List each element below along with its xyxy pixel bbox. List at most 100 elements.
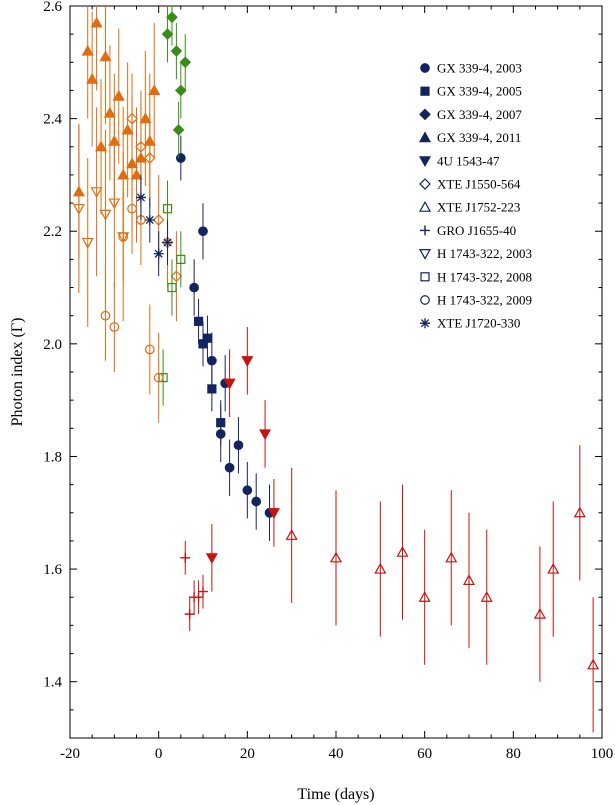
data-point bbox=[224, 462, 235, 473]
data-point bbox=[135, 140, 147, 153]
legend-symbol bbox=[420, 86, 430, 96]
data-point bbox=[202, 333, 213, 343]
legend-label: H 1743-322, 2003 bbox=[437, 246, 532, 261]
data-point bbox=[251, 496, 262, 507]
data-point bbox=[175, 153, 186, 163]
data-point bbox=[396, 545, 409, 557]
data-point bbox=[172, 124, 185, 136]
data-point bbox=[184, 609, 195, 620]
data-point bbox=[100, 310, 111, 321]
data-point bbox=[587, 658, 600, 670]
data-point bbox=[193, 592, 204, 603]
data-point bbox=[166, 11, 178, 24]
y-tick-label: 1.8 bbox=[43, 449, 62, 465]
legend-item: GX 339-4, 2011 bbox=[418, 130, 521, 145]
data-point bbox=[170, 45, 183, 57]
data-point bbox=[259, 429, 272, 441]
data-point bbox=[162, 237, 173, 248]
data-point bbox=[189, 282, 199, 293]
data-point bbox=[90, 187, 103, 199]
legend-symbol bbox=[418, 131, 432, 143]
data-point bbox=[126, 112, 138, 125]
series-3 bbox=[72, 6, 161, 260]
legend-item: GX 339-4, 2005 bbox=[420, 84, 522, 99]
data-point bbox=[118, 232, 129, 242]
data-point bbox=[99, 50, 112, 62]
legend-label: H 1743-322, 2009 bbox=[437, 293, 532, 308]
legend-label: H 1743-322, 2008 bbox=[437, 269, 532, 284]
y-axis-label: Photon index (Γ) bbox=[9, 318, 26, 427]
data-point bbox=[445, 551, 458, 563]
data-point bbox=[216, 418, 226, 428]
y-tick-label: 1.6 bbox=[43, 562, 62, 578]
legend-symbol bbox=[420, 318, 430, 329]
x-tick-label: 100 bbox=[591, 746, 614, 762]
x-axis-label: Time (days) bbox=[297, 786, 374, 803]
data-point bbox=[152, 214, 165, 226]
legend-item: GRO J1655-40 bbox=[420, 223, 516, 238]
x-tick-label: 0 bbox=[155, 746, 163, 762]
data-point bbox=[241, 356, 254, 367]
data-point bbox=[207, 384, 217, 394]
data-marks bbox=[72, 6, 600, 733]
data-point bbox=[86, 72, 99, 84]
legend-symbol bbox=[420, 295, 430, 305]
legend-symbol bbox=[418, 156, 432, 168]
data-point bbox=[72, 204, 85, 215]
legend-label: GX 339-4, 2005 bbox=[437, 84, 522, 99]
data-point bbox=[233, 440, 244, 451]
y-tick-label: 2.6 bbox=[43, 0, 62, 15]
data-point bbox=[174, 84, 187, 97]
data-point bbox=[193, 316, 204, 326]
data-point bbox=[179, 56, 192, 69]
data-point bbox=[198, 586, 208, 597]
series-9 bbox=[158, 180, 186, 406]
legend-symbol bbox=[420, 63, 430, 73]
data-point bbox=[176, 254, 186, 264]
data-point bbox=[99, 209, 112, 221]
data-point bbox=[148, 84, 161, 96]
data-point bbox=[418, 590, 431, 602]
data-point bbox=[533, 607, 546, 619]
legend-symbol bbox=[418, 249, 432, 260]
legend-item: GX 339-4, 2003 bbox=[420, 61, 522, 76]
legend-symbol bbox=[419, 178, 431, 190]
axes: -20 0 20 40 60 80 100 1.4 1.6 1.8 2.0 2.2 2.4 2.6 bbox=[43, 0, 613, 762]
legend-item: H 1743-322, 2009 bbox=[420, 293, 532, 308]
data-point bbox=[480, 590, 493, 602]
legend-label: XTE J1550-564 bbox=[437, 177, 521, 192]
legend-label: GX 339-4, 2011 bbox=[437, 130, 521, 145]
data-point bbox=[112, 89, 125, 101]
series-10 bbox=[100, 163, 164, 423]
legend-symbol bbox=[420, 225, 430, 236]
data-point bbox=[90, 16, 103, 28]
x-tick-label: 40 bbox=[329, 746, 344, 762]
series-2 bbox=[161, 6, 192, 159]
data-point bbox=[127, 203, 137, 214]
data-point bbox=[108, 198, 121, 210]
legend-item: XTE J1752-223 bbox=[418, 200, 520, 215]
legend-item: 4U 1543-47 bbox=[418, 153, 500, 168]
data-point bbox=[267, 508, 280, 520]
y-tick-label: 2.2 bbox=[43, 224, 62, 240]
legend-symbol bbox=[418, 200, 432, 212]
series-1 bbox=[193, 298, 226, 446]
data-point bbox=[144, 344, 155, 355]
x-tick-label: 20 bbox=[240, 746, 255, 762]
data-point bbox=[205, 553, 218, 565]
legend-symbol bbox=[420, 272, 430, 282]
data-point bbox=[161, 28, 174, 41]
legend-label: GRO J1655-40 bbox=[437, 223, 516, 238]
legend-item: XTE J1550-564 bbox=[419, 177, 521, 192]
series-7 bbox=[180, 540, 208, 632]
legend: GX 339-4, 2003 GX 339-4, 2005 GX 339-4, 20… bbox=[418, 61, 532, 331]
y-tick-label: 2.0 bbox=[43, 337, 62, 353]
data-point bbox=[130, 168, 143, 180]
data-point bbox=[135, 192, 146, 203]
legend-item: H 1743-322, 2008 bbox=[420, 269, 532, 284]
data-point bbox=[180, 552, 191, 563]
data-point bbox=[207, 355, 217, 366]
data-point bbox=[242, 485, 253, 496]
legend-label: XTE J1752-223 bbox=[437, 200, 520, 215]
